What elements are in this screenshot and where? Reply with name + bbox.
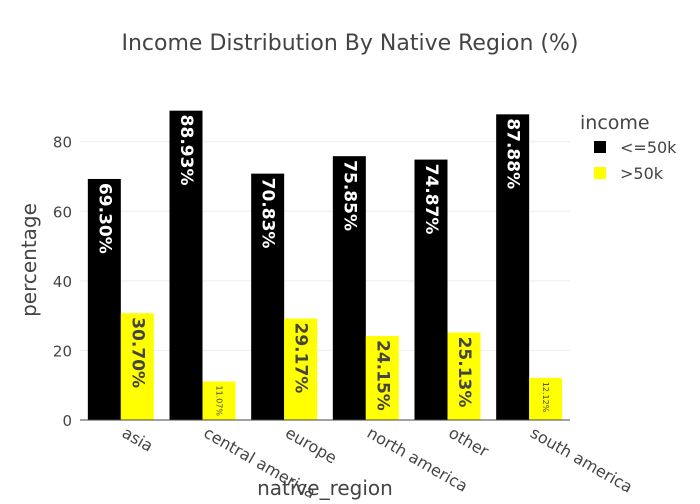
bar bbox=[414, 159, 448, 420]
legend-swatch bbox=[594, 167, 606, 179]
data-labels: 69.30% 30.70% 88.93% 11.07% 70.83% 29.17% 75.8… bbox=[94, 115, 550, 417]
x-tick-label: europe bbox=[282, 423, 340, 467]
bar-value-label: 74.87% bbox=[421, 164, 441, 235]
bar-value-label: 12.12% bbox=[541, 382, 550, 413]
gridlines bbox=[80, 141, 570, 351]
legend-items: <=50k >50k bbox=[594, 138, 677, 183]
bars bbox=[87, 110, 563, 421]
bar bbox=[284, 318, 318, 420]
legend-label: >50k bbox=[620, 164, 664, 183]
bar-value-label: 30.70% bbox=[127, 317, 147, 388]
bar bbox=[496, 114, 530, 420]
bar-value-label: 69.30% bbox=[94, 183, 114, 254]
x-tick-label: asia bbox=[119, 423, 157, 456]
legend-label: <=50k bbox=[620, 138, 677, 157]
y-tick-label: 40 bbox=[53, 273, 72, 291]
bar bbox=[202, 381, 236, 420]
y-tick-label: 80 bbox=[53, 134, 72, 152]
bar bbox=[332, 156, 366, 420]
x-tick-label: south america bbox=[527, 423, 636, 497]
y-tick-label: 0 bbox=[62, 412, 72, 430]
legend: income <=50k >50k bbox=[580, 112, 677, 183]
y-tick-label: 60 bbox=[53, 203, 72, 221]
chart-title: Income Distribution By Native Region (%) bbox=[122, 31, 579, 56]
bar bbox=[251, 173, 285, 420]
bar-value-label: 24.15% bbox=[372, 340, 392, 411]
bar-value-label: 29.17% bbox=[291, 323, 311, 394]
legend-title: income bbox=[580, 112, 650, 134]
bar-value-label: 11.07% bbox=[215, 385, 224, 416]
bar bbox=[365, 336, 399, 420]
y-tick-label: 20 bbox=[53, 342, 72, 360]
y-axis-title: percentage bbox=[17, 203, 41, 317]
x-tick-label: other bbox=[446, 423, 493, 461]
bar bbox=[120, 313, 154, 420]
bar bbox=[169, 110, 203, 421]
bar-value-label: 87.88% bbox=[503, 118, 523, 189]
bar-value-label: 88.93% bbox=[176, 115, 196, 186]
bar-value-label: 70.83% bbox=[258, 178, 278, 249]
bar-value-label: 25.13% bbox=[454, 337, 474, 408]
bar bbox=[447, 332, 481, 420]
bar-value-label: 75.85% bbox=[339, 160, 359, 231]
legend-swatch bbox=[594, 141, 606, 153]
x-axis-title: native_region bbox=[257, 476, 393, 500]
bar bbox=[529, 377, 563, 420]
bar bbox=[87, 178, 121, 420]
